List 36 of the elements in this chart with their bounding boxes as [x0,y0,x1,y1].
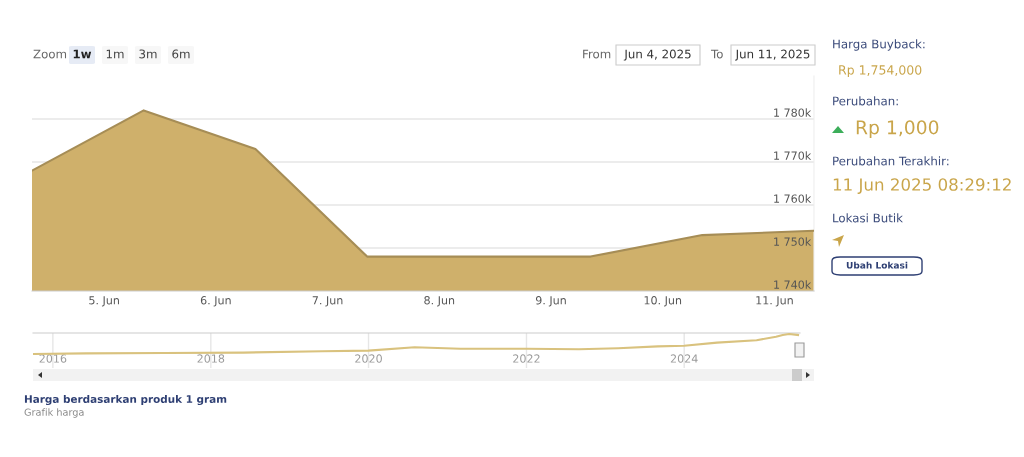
x-tick-label: 5. Jun [89,296,119,307]
text: Perubahan Terakhir: [833,156,949,166]
text: 1m [106,49,124,59]
x-tick-label: 10. Jun [644,296,682,307]
x-tick-label: 6. Jun [200,296,231,307]
y-tick-label: 1 780k [774,108,812,117]
x-tick-label: 11. Jun [756,296,793,307]
text: 3m [139,49,157,59]
text: From [583,49,611,59]
x-tick-label: 2018 [197,354,225,363]
text: Perubahan: [833,96,898,106]
text: 1w [73,49,92,59]
text: Ubah Lokasi [846,261,908,269]
text: Zoom [33,49,67,59]
y-tick-label: 1 760k [774,194,812,203]
text: Jun 4, 2025 [623,49,691,61]
text: Rp 1,754,000 [839,65,922,78]
text: Grafik harga [24,408,84,418]
y-tick-label: 1 770k [774,151,812,160]
text: 6m [172,49,190,59]
x-tick-label: 2024 [670,354,698,363]
x-tick-label: 2022 [513,354,540,363]
text: Harga berdasarkan produk 1 gram [24,394,227,406]
text: 11 Jun 2025 08:29:12 [833,178,1011,194]
text: Jun 11, 2025 [735,49,810,61]
y-tick-label: 1 750k [774,237,812,246]
x-tick-label: 7. Jun [312,296,343,307]
x-tick-label: 8. Jun [424,296,455,307]
y-tick-label: 1 740k [774,280,812,289]
x-tick-label: 2016 [39,354,67,363]
text: To [710,49,723,59]
x-tick-label: 9. Jun [535,296,566,307]
text: Lokasi Butik [833,213,903,223]
text: Harga Buyback: [833,39,925,51]
x-tick-label: 2020 [355,354,382,363]
text: Rp 1,000 [856,120,939,139]
